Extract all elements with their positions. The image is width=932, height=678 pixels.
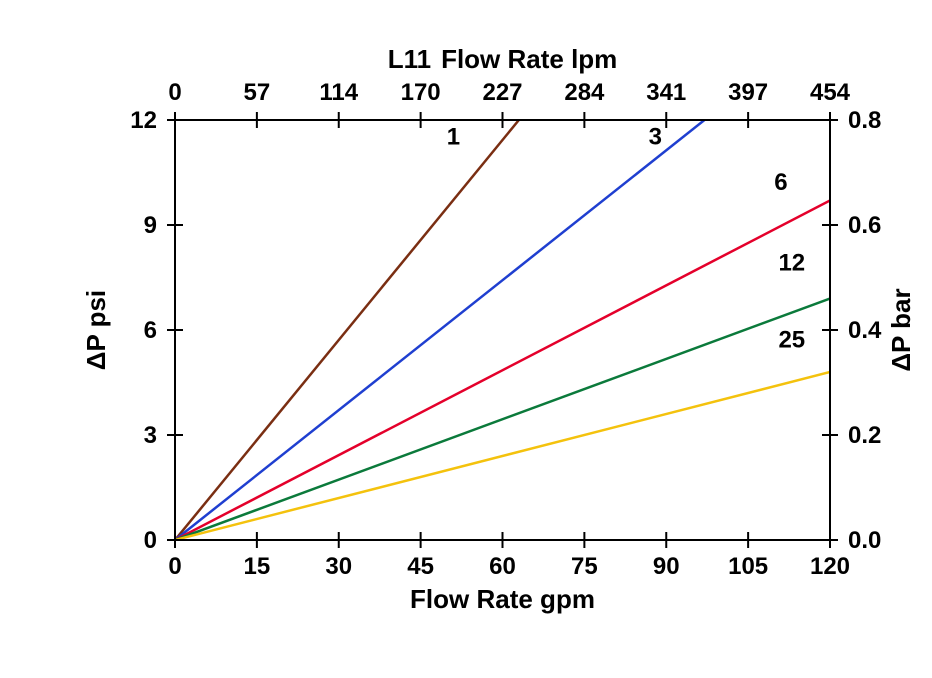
xt-tick-label: 57 [244, 79, 271, 106]
series-label-25: 25 [778, 327, 805, 354]
xb-tick-label: 90 [653, 553, 680, 580]
xb-tick-label: 60 [489, 553, 516, 580]
xb-tick-label: 75 [571, 553, 598, 580]
xb-tick-label: 0 [168, 553, 181, 580]
xt-tick-label: 0 [168, 79, 181, 106]
x-top-title-main: Flow Rate lpm [441, 44, 617, 74]
xt-tick-label: 397 [728, 79, 768, 106]
pressure-drop-chart: 13612250153045607590105120Flow Rate gpm0… [0, 0, 932, 678]
xt-tick-label: 341 [646, 79, 686, 106]
xt-tick-label: 114 [319, 79, 358, 106]
yl-tick-label: 3 [144, 422, 157, 449]
x-top-title: L11 Flow Rate lpm [388, 44, 618, 74]
yr-tick-label: 0.6 [848, 212, 881, 239]
yl-tick-label: 6 [144, 317, 157, 344]
series-label-6: 6 [774, 169, 787, 196]
xt-tick-label: 284 [564, 79, 605, 106]
y-left-title: ΔP psi [81, 290, 111, 370]
yr-tick-label: 0.8 [848, 107, 881, 134]
yl-tick-label: 0 [144, 527, 157, 554]
xb-tick-label: 15 [244, 553, 271, 580]
series-label-12: 12 [778, 250, 805, 277]
xb-tick-label: 30 [325, 553, 352, 580]
xb-tick-label: 120 [810, 553, 850, 580]
chart-svg: 13612250153045607590105120Flow Rate gpm0… [0, 0, 932, 678]
xb-tick-label: 45 [407, 553, 434, 580]
yl-tick-label: 9 [144, 212, 157, 239]
yr-tick-label: 0.0 [848, 527, 881, 554]
series-label-3: 3 [649, 124, 662, 151]
y-right-title: ΔP bar [886, 288, 916, 371]
xt-tick-label: 227 [482, 79, 522, 106]
yl-tick-label: 12 [130, 107, 157, 134]
xb-tick-label: 105 [728, 553, 768, 580]
x-top-title-prefix: L11 [388, 44, 431, 74]
xt-tick-label: 170 [401, 79, 441, 106]
xt-tick-label: 454 [810, 79, 851, 106]
x-bottom-title: Flow Rate gpm [410, 584, 595, 614]
series-label-1: 1 [447, 124, 460, 151]
yr-tick-label: 0.2 [848, 422, 881, 449]
yr-tick-label: 0.4 [848, 317, 882, 344]
